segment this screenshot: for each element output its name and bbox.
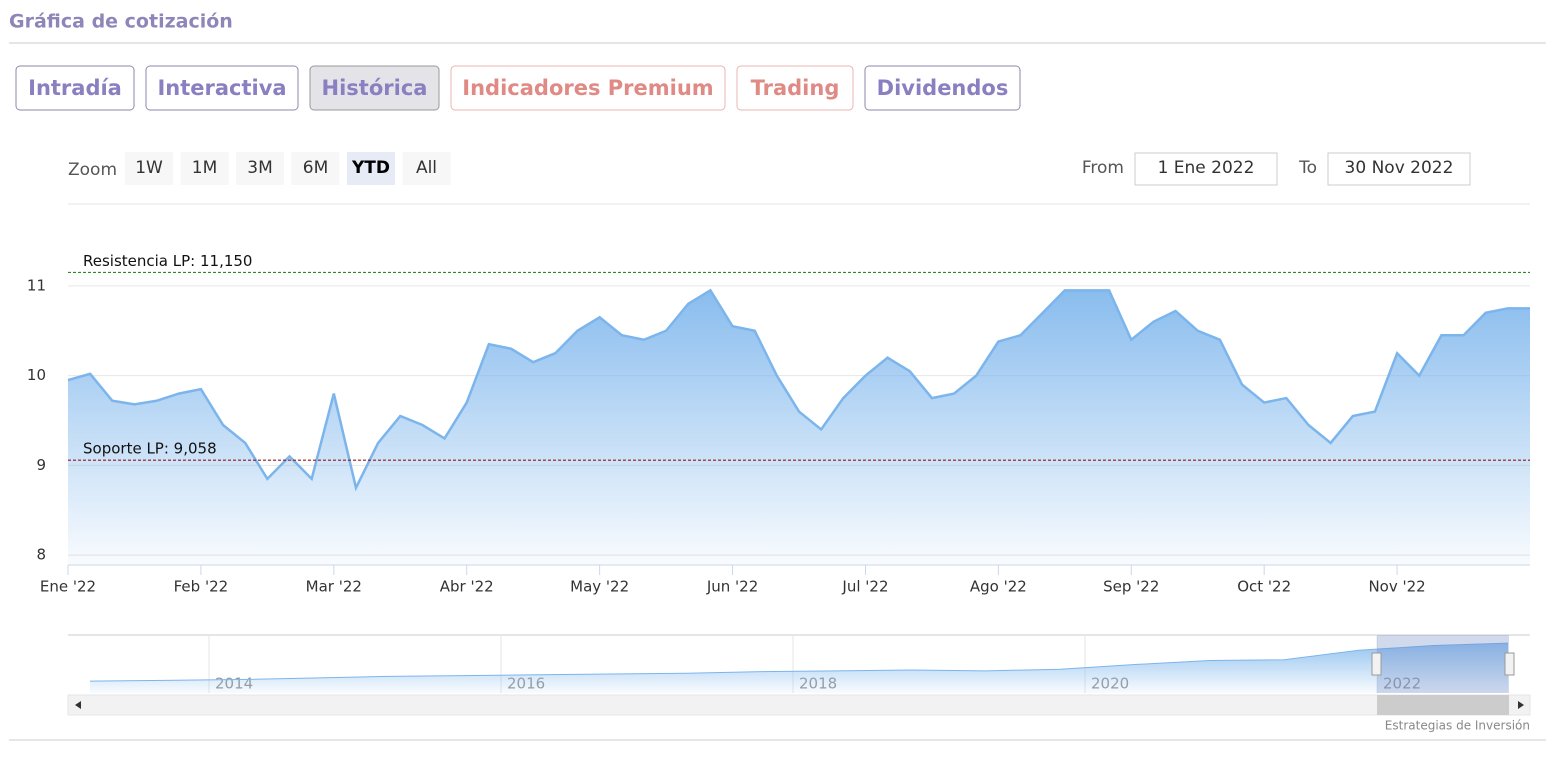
- navigator-window[interactable]: [1377, 635, 1509, 693]
- scrollbar-track: [67, 694, 1531, 716]
- scrollbar-thumb[interactable]: [1377, 695, 1509, 715]
- scroll-right[interactable]: [1518, 701, 1524, 709]
- x-tick-label: Ago '22: [970, 578, 1027, 596]
- from-input[interactable]: [1134, 152, 1278, 186]
- widget-title: Gráfica de cotización: [9, 11, 233, 33]
- to-label: To: [1298, 158, 1317, 178]
- tab-label[interactable]: Intradía: [28, 76, 122, 100]
- zoom-buttons: 1W 1M 3M 6M YTD All: [125, 152, 451, 185]
- navigator-area: [90, 643, 1508, 693]
- scroll-left[interactable]: [75, 701, 81, 709]
- x-tick-label: Ene '22: [40, 578, 96, 596]
- zoom-button[interactable]: [291, 152, 340, 185]
- price-chart: 8 9 10 11 Ene '22 Feb '22 Mar '22 Abr '22 May '2…: [27, 252, 1530, 596]
- plot-line-label: Soporte LP: 9,058: [83, 440, 217, 458]
- zoom-button-label[interactable]: 1W: [135, 158, 163, 178]
- from-value[interactable]: 1 Ene 2022: [1158, 158, 1255, 178]
- to-input[interactable]: [1327, 152, 1471, 186]
- x-tick-label: Abr '22: [440, 578, 494, 596]
- y-tick-label: 8: [36, 546, 46, 564]
- zoom-button-label[interactable]: YTD: [351, 158, 390, 178]
- tab[interactable]: [864, 65, 1021, 111]
- navigator: 20142016201820202022: [67, 634, 1531, 716]
- tab-label[interactable]: Interactiva: [157, 76, 286, 100]
- x-tick-label: May '22: [570, 578, 629, 596]
- y-tick-label: 9: [36, 456, 46, 474]
- tab[interactable]: [736, 65, 854, 111]
- zoom-button[interactable]: [125, 152, 173, 185]
- x-tick-label: Jun '22: [706, 578, 758, 596]
- navigator-handle[interactable]: [1371, 652, 1382, 676]
- credits[interactable]: Estrategias de Inversión: [1385, 719, 1530, 733]
- line: [67, 288, 1530, 492]
- tab[interactable]: [145, 65, 299, 111]
- tab-label[interactable]: Trading: [751, 76, 840, 100]
- tab-label[interactable]: Histórica: [322, 76, 428, 100]
- zoom-button[interactable]: [236, 152, 284, 185]
- navigator-line: [89, 642, 1509, 682]
- tab-label[interactable]: Indicadores Premium: [462, 76, 713, 100]
- x-tick-label: Sep '22: [1103, 578, 1159, 596]
- area: [68, 290, 1530, 565]
- zoom-button-label[interactable]: 3M: [247, 158, 272, 178]
- y-tick-label: 10: [27, 366, 46, 384]
- x-tick-label: Feb '22: [174, 578, 229, 596]
- zoom-button[interactable]: [180, 152, 229, 185]
- zoom-button[interactable]: [347, 152, 395, 185]
- x-tick-label: Nov '22: [1368, 578, 1425, 596]
- tab-bar: Intradía Interactiva Histórica Indicadores …: [15, 65, 1021, 111]
- tab-label[interactable]: Dividendos: [877, 76, 1009, 100]
- zoom-label: Zoom: [68, 160, 117, 180]
- tab[interactable]: [450, 65, 726, 111]
- plot-line-label: Resistencia LP: 11,150: [83, 252, 252, 270]
- tab[interactable]: [15, 65, 135, 111]
- tab[interactable]: [309, 65, 440, 111]
- to-value[interactable]: 30 Nov 2022: [1345, 158, 1454, 178]
- x-tick-label: Oct '22: [1237, 578, 1291, 596]
- navigator-handle[interactable]: [1504, 652, 1515, 676]
- x-tick-label: Mar '22: [306, 578, 362, 596]
- zoom-button-label[interactable]: All: [416, 158, 437, 178]
- y-tick-label: 11: [27, 276, 46, 294]
- x-tick-label: Jul '22: [841, 578, 888, 596]
- zoom-button-label[interactable]: 6M: [303, 158, 328, 178]
- from-label: From: [1082, 158, 1124, 178]
- zoom-button-label[interactable]: 1M: [192, 158, 217, 178]
- zoom-button[interactable]: [402, 152, 451, 185]
